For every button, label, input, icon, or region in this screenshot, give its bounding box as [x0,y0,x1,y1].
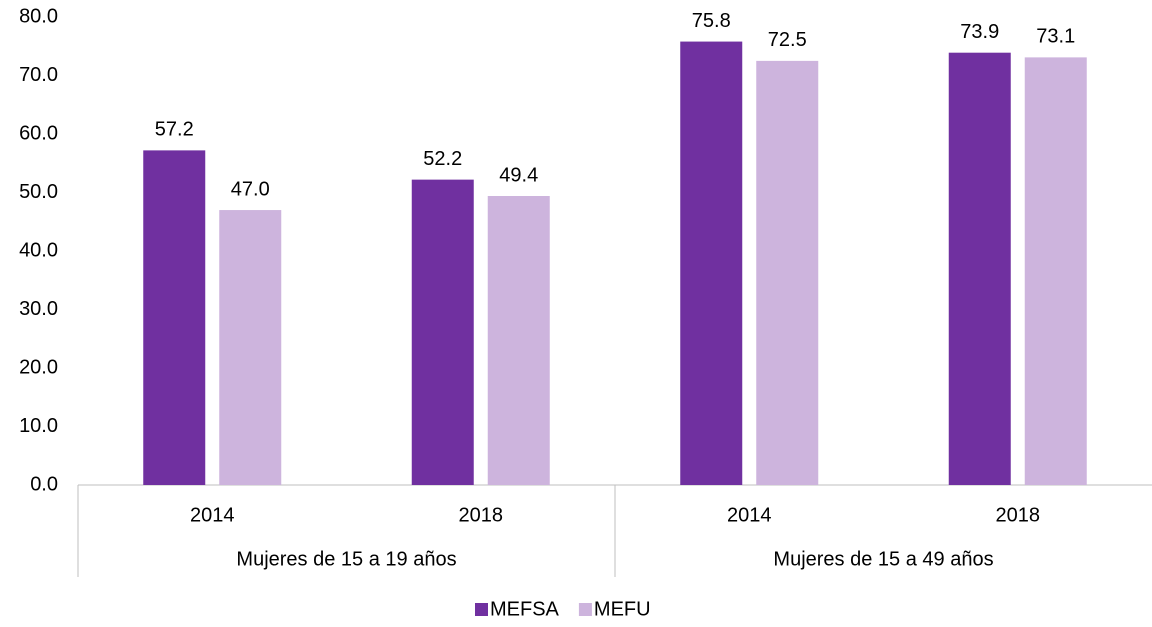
value-label: 49.4 [499,164,538,186]
bar [948,52,1011,486]
value-label: 72.5 [768,29,807,51]
value-label: 52.2 [423,148,462,170]
y-tick-label: 40.0 [19,239,58,261]
value-label: 57.2 [155,119,194,141]
bar [411,179,474,485]
y-tick-label: 70.0 [19,64,58,86]
value-label: 47.0 [231,178,270,200]
x-tick-label: 2014 [727,504,772,526]
y-tick-label: 0.0 [30,473,58,495]
value-label: 73.1 [1036,26,1075,48]
legend-label: MEFSA [490,598,560,620]
bar [143,150,206,485]
value-label: 73.9 [960,21,999,43]
bar [756,60,819,485]
bar [219,210,282,486]
y-tick-label: 60.0 [19,122,58,144]
group-label: Mujeres de 15 a 19 años [236,548,456,570]
group-label: Mujeres de 15 a 49 años [773,548,993,570]
bar [1024,57,1087,486]
bar [487,196,550,485]
y-tick-label: 10.0 [19,415,58,437]
y-tick-label: 50.0 [19,181,58,203]
value-label: 75.8 [692,10,731,32]
y-tick-label: 80.0 [19,5,58,27]
legend-swatch [475,603,488,616]
legend-label: MEFU [594,598,651,620]
y-tick-label: 20.0 [19,356,58,378]
x-tick-label: 2014 [190,504,235,526]
legend-swatch [578,603,592,616]
x-tick-label: 2018 [459,504,504,526]
x-tick-label: 2018 [996,504,1041,526]
bar [680,41,743,485]
y-tick-label: 30.0 [19,298,58,320]
